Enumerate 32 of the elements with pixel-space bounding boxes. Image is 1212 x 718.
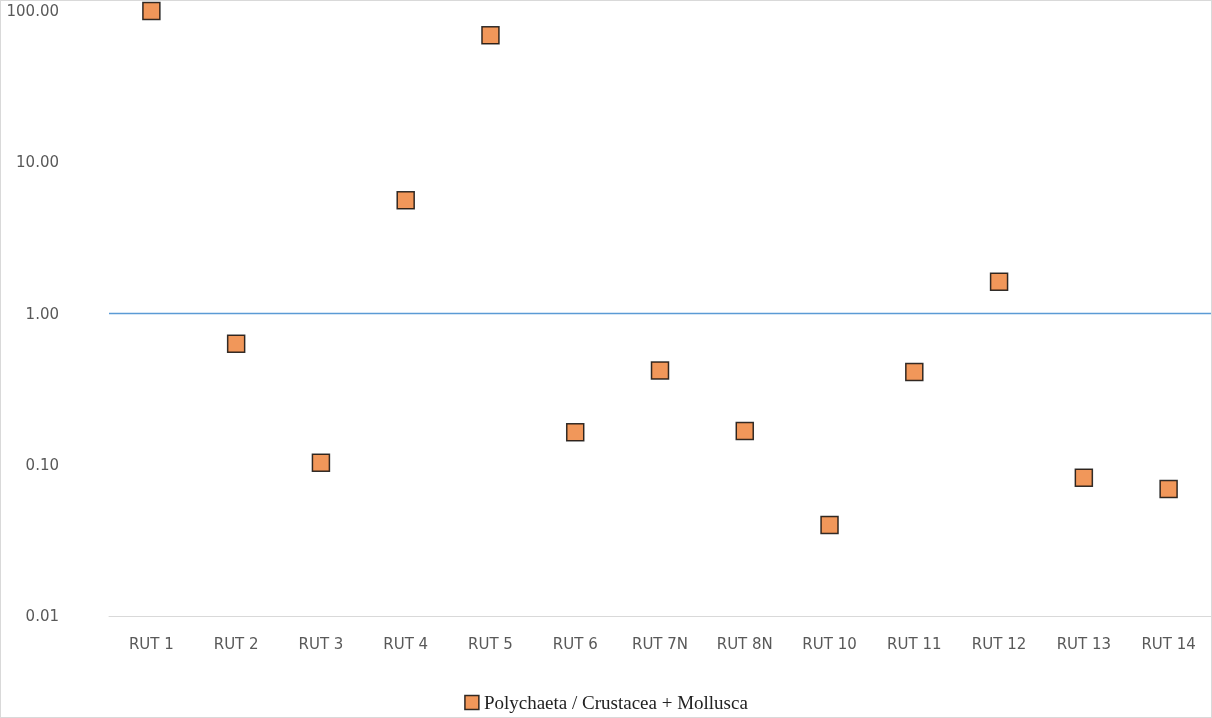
legend-label: Polychaeta / Crustacea + Mollusca bbox=[483, 692, 749, 713]
x-tick-label: RUT 2 bbox=[213, 634, 259, 653]
point bbox=[820, 515, 839, 535]
x-tick-label: RUT 10 bbox=[802, 634, 857, 653]
x-tick-label: RUT 1 bbox=[128, 634, 174, 653]
x-tick-label: RUT 8N bbox=[716, 634, 773, 653]
point bbox=[1074, 468, 1094, 488]
x-tick-label: RUT 7N bbox=[631, 634, 689, 653]
y-tick-label: 10.00 bbox=[16, 153, 59, 172]
point bbox=[905, 362, 924, 382]
point bbox=[735, 421, 755, 441]
y-tick-label: 0.10 bbox=[25, 455, 59, 474]
point bbox=[396, 191, 415, 210]
x-tick-label: RUT 14 bbox=[1141, 634, 1196, 653]
x-tick-label: RUT 4 bbox=[383, 634, 429, 653]
x-tick-label: RUT 6 bbox=[552, 634, 598, 653]
y-tick-label: 1.00 bbox=[25, 304, 59, 323]
point bbox=[650, 361, 670, 380]
point bbox=[1159, 479, 1178, 499]
point bbox=[142, 1, 161, 21]
x-tick-label: RUT 3 bbox=[298, 634, 344, 653]
x-tick-label: RUT 12 bbox=[971, 634, 1027, 653]
x-tick-label: RUT 13 bbox=[1056, 634, 1112, 653]
y-tick-label: 0.01 bbox=[25, 607, 59, 625]
point bbox=[989, 272, 1009, 292]
x-tick-label: RUT 5 bbox=[468, 634, 513, 653]
point bbox=[565, 423, 585, 442]
x-tick-label: RUT 11 bbox=[887, 634, 942, 653]
point bbox=[226, 334, 246, 354]
y-tick-label: 100.00 bbox=[6, 2, 59, 20]
point bbox=[481, 26, 500, 45]
point bbox=[311, 453, 331, 473]
